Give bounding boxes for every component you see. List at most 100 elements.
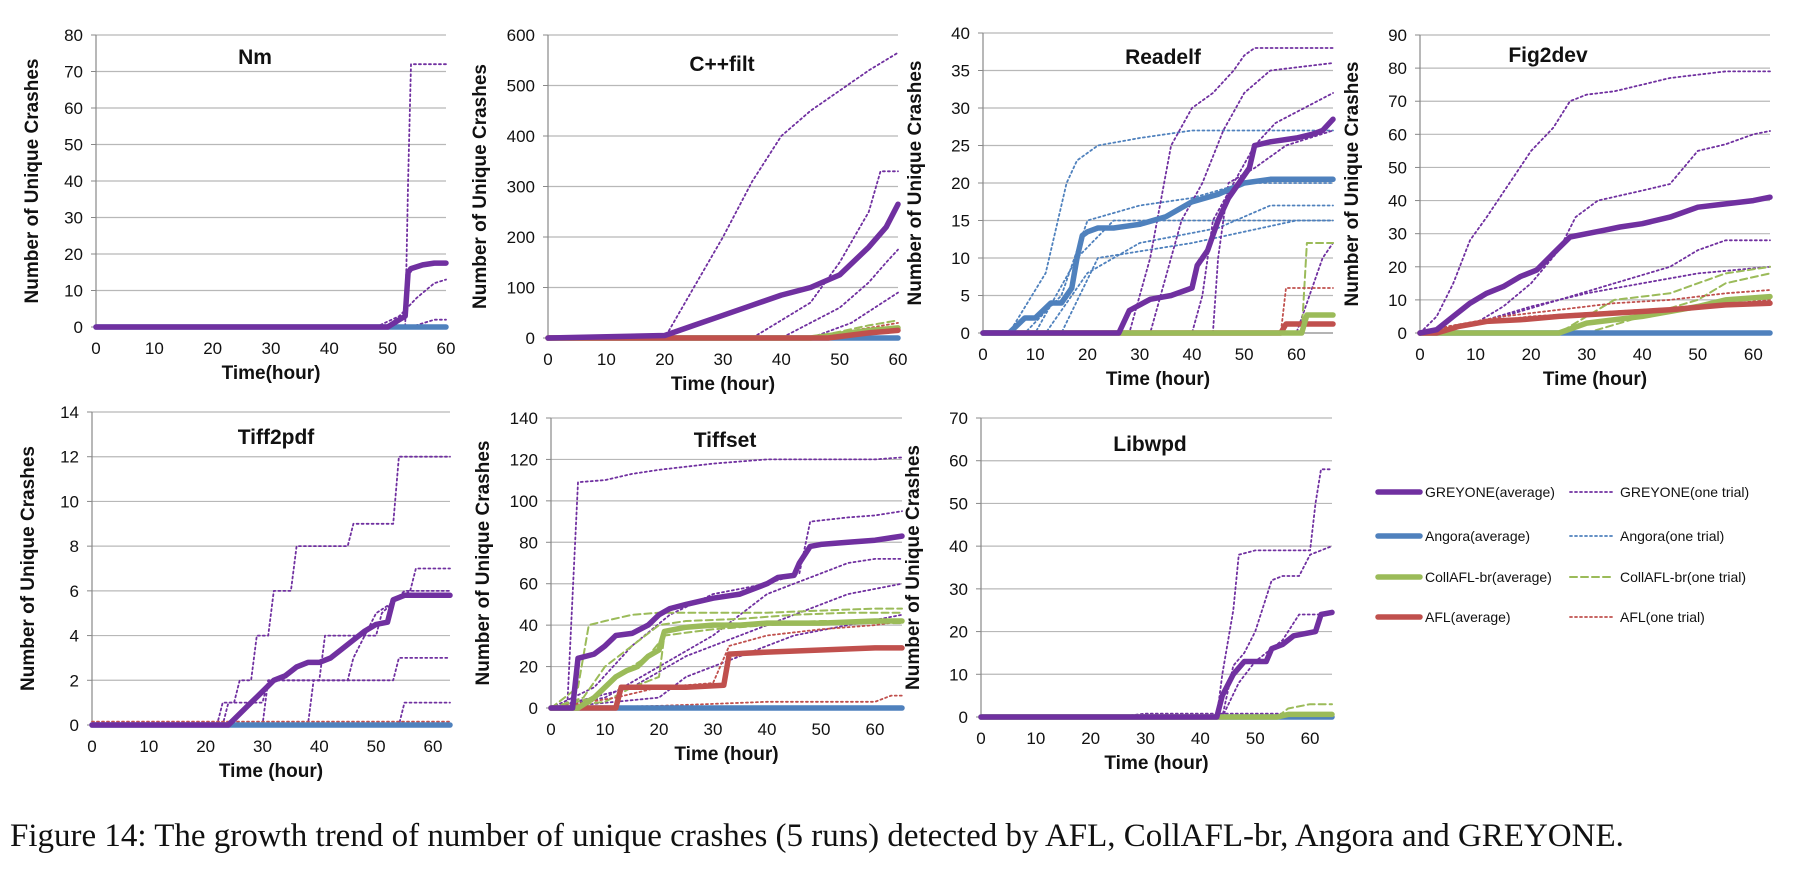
x-tick-label: 10 bbox=[1026, 345, 1045, 364]
legend-label: CollAFL-br(one trial) bbox=[1620, 569, 1746, 585]
series-line-collafl_avg bbox=[548, 618, 905, 711]
y-tick-label: 0 bbox=[1398, 324, 1407, 343]
y-tick-label: 80 bbox=[519, 533, 538, 552]
series-line-greyone_trial bbox=[982, 92, 1334, 334]
y-tick-label: 10 bbox=[1388, 291, 1407, 310]
legend-label: GREYONE(one trial) bbox=[1620, 484, 1749, 500]
series-line-collafl_avg bbox=[1417, 293, 1773, 336]
y-tick-label: 40 bbox=[64, 172, 83, 191]
x-tick-label: 20 bbox=[1081, 729, 1100, 748]
y-tick-label: 40 bbox=[1388, 192, 1407, 211]
chart-title: Fig2dev bbox=[1508, 44, 1588, 67]
y-tick-label: 20 bbox=[951, 174, 970, 193]
x-tick-label: 60 bbox=[1744, 345, 1763, 364]
series-line-greyone_trial bbox=[91, 701, 451, 726]
x-tick-label: 40 bbox=[758, 720, 777, 739]
y-tick-label: 20 bbox=[64, 245, 83, 264]
x-tick-label: 50 bbox=[1235, 345, 1254, 364]
x-tick-label: 30 bbox=[1130, 345, 1149, 364]
x-tick-label: 30 bbox=[262, 339, 281, 358]
y-tick-label: 20 bbox=[1388, 258, 1407, 277]
series-line-collafl_avg bbox=[980, 312, 1336, 336]
legend: GREYONE(average) GREYONE(one trial) Angora… bbox=[1375, 484, 1749, 625]
x-tick-label: 20 bbox=[650, 720, 669, 739]
y-tick-label: 20 bbox=[949, 623, 968, 642]
legend-label: Angora(average) bbox=[1425, 528, 1530, 544]
caption-text: Figure 14: The growth trend of number of… bbox=[10, 818, 1482, 854]
series-line-greyone_trial bbox=[1419, 239, 1771, 334]
y-tick-label: 120 bbox=[510, 450, 538, 469]
x-tick-label: 0 bbox=[1415, 345, 1424, 364]
chart-5: 0 20 40 60 80 100 120 140 0 10 20 30 40 50 60 Tiffset Ti… bbox=[473, 409, 905, 765]
x-tick-label: 20 bbox=[203, 339, 222, 358]
y-tick-label: 30 bbox=[64, 209, 83, 228]
x-tick-label: 60 bbox=[437, 339, 456, 358]
y-tick-label: 80 bbox=[64, 26, 83, 45]
chart-3: 0 10 20 30 40 50 60 70 80 90 0 10 20 30 40 50 60 Fig2dev T… bbox=[1342, 26, 1773, 390]
x-tick-label: 50 bbox=[367, 737, 386, 756]
y-tick-label: 70 bbox=[1388, 92, 1407, 111]
y-tick-label: 25 bbox=[951, 137, 970, 156]
y-tick-label: 0 bbox=[70, 716, 79, 735]
y-tick-label: 40 bbox=[951, 24, 970, 43]
legend-label: GREYONE(average) bbox=[1425, 484, 1555, 500]
x-tick-label: 50 bbox=[1688, 345, 1707, 364]
x-tick-label: 0 bbox=[91, 339, 100, 358]
y-tick-label: 10 bbox=[60, 492, 79, 511]
y-axis-label: Number of Unique Crashes bbox=[22, 59, 43, 304]
x-tick-label: 0 bbox=[543, 350, 552, 369]
y-tick-label: 60 bbox=[949, 452, 968, 471]
y-tick-label: 5 bbox=[961, 287, 970, 306]
y-tick-label: 30 bbox=[1388, 225, 1407, 244]
x-tick-label: 20 bbox=[196, 737, 215, 756]
x-tick-label: 60 bbox=[1301, 729, 1320, 748]
y-tick-label: 300 bbox=[507, 178, 535, 197]
y-tick-label: 30 bbox=[949, 580, 968, 599]
series-line-greyone_avg bbox=[93, 260, 449, 330]
x-axis-label: Time (hour) bbox=[671, 374, 775, 395]
series-line-greyone_avg bbox=[545, 201, 901, 341]
x-tick-label: 30 bbox=[1577, 345, 1596, 364]
x-tick-label: 60 bbox=[1287, 345, 1306, 364]
x-tick-label: 40 bbox=[310, 737, 329, 756]
x-tick-label: 60 bbox=[889, 350, 908, 369]
x-tick-label: 30 bbox=[253, 737, 272, 756]
x-tick-label: 60 bbox=[866, 720, 885, 739]
y-tick-label: 10 bbox=[951, 249, 970, 268]
y-tick-label: 0 bbox=[961, 324, 970, 343]
series-line-greyone_trial bbox=[980, 468, 1333, 718]
series-line-greyone_trial bbox=[982, 47, 1334, 334]
series-line-greyone_avg bbox=[89, 592, 453, 728]
y-tick-label: 14 bbox=[60, 403, 79, 422]
y-tick-label: 4 bbox=[70, 627, 79, 646]
y-tick-label: 80 bbox=[1388, 59, 1407, 78]
chart-title: Readelf bbox=[1125, 46, 1202, 69]
x-tick-label: 10 bbox=[596, 720, 615, 739]
chart-2: 0 5 10 15 20 25 30 35 40 0 10 20 30 40 50 60 Readelf Time… bbox=[905, 24, 1336, 390]
y-tick-label: 60 bbox=[1388, 125, 1407, 144]
x-tick-label: 30 bbox=[704, 720, 723, 739]
caption-smallcaps: REY bbox=[1481, 818, 1548, 854]
series-line-afl_avg bbox=[1417, 300, 1773, 336]
x-tick-label: 0 bbox=[976, 729, 985, 748]
y-tick-label: 10 bbox=[64, 282, 83, 301]
y-axis-label: Number of Unique Crashes bbox=[905, 61, 926, 306]
y-tick-label: 70 bbox=[64, 63, 83, 82]
y-axis-label: Number of Unique Crashes bbox=[18, 446, 39, 691]
y-tick-label: 10 bbox=[949, 665, 968, 684]
x-axis-label: Time (hour) bbox=[674, 744, 778, 765]
series-line-greyone_trial bbox=[95, 63, 447, 328]
x-axis-label: Time (hour) bbox=[219, 761, 323, 782]
y-tick-label: 8 bbox=[70, 537, 79, 556]
y-tick-label: 12 bbox=[60, 448, 79, 467]
y-tick-label: 600 bbox=[507, 26, 535, 45]
x-axis-label: Time (hour) bbox=[1106, 369, 1210, 390]
chart-1: 0 100 200 300 400 500 600 0 10 20 30 40 50 60 C++filt T… bbox=[470, 26, 907, 395]
x-tick-label: 40 bbox=[320, 339, 339, 358]
y-tick-label: 15 bbox=[951, 212, 970, 231]
y-tick-label: 60 bbox=[519, 575, 538, 594]
y-tick-label: 6 bbox=[70, 582, 79, 601]
legend-label: AFL(one trial) bbox=[1620, 609, 1705, 625]
x-tick-label: 50 bbox=[830, 350, 849, 369]
x-tick-label: 0 bbox=[546, 720, 555, 739]
